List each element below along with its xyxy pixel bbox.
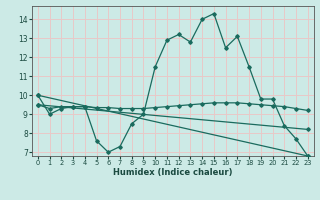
X-axis label: Humidex (Indice chaleur): Humidex (Indice chaleur) xyxy=(113,168,233,177)
